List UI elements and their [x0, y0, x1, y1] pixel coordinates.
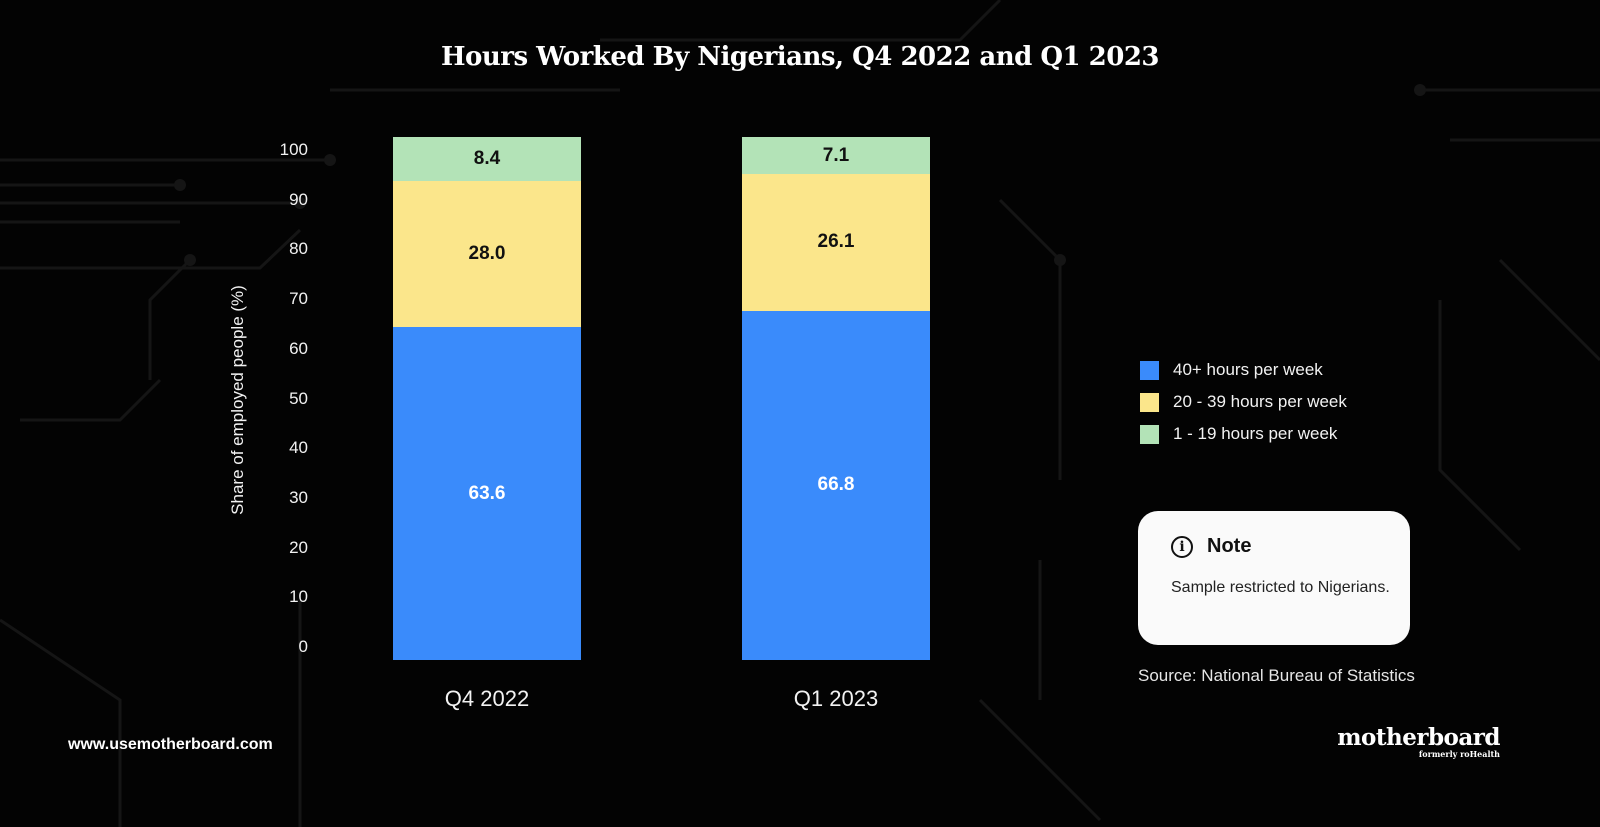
data-label: 26.1: [817, 231, 855, 253]
legend-item: 1 - 19 hours per week: [1140, 424, 1337, 444]
data-label: 7.1: [822, 144, 850, 166]
y-tick-label: 30: [289, 487, 308, 507]
logo-text: motherboard: [1337, 724, 1500, 751]
y-tick-label: 90: [289, 189, 308, 209]
y-tick-label: 40: [289, 438, 308, 458]
info-icon: i: [1171, 535, 1193, 558]
note-title: Note: [1207, 535, 1252, 557]
data-label: 66.8: [817, 474, 855, 496]
data-label: 8.4: [473, 147, 501, 169]
legend-item: 20 - 39 hours per week: [1140, 392, 1347, 412]
bar-segment: 28.0: [393, 180, 581, 328]
bar-segment: 66.8: [742, 310, 930, 660]
note-card: i Note Sample restricted to Nigerians.: [1138, 511, 1410, 645]
legend-swatch: [1140, 360, 1159, 380]
motherboard-logo: motherboard formerly roHealth: [1337, 724, 1500, 759]
bar-segment: 26.1: [742, 174, 930, 311]
data-label: 28.0: [468, 243, 506, 265]
note-body: Sample restricted to Nigerians.: [1171, 579, 1390, 596]
website-url: www.usemotherboard.com: [68, 736, 273, 753]
bar-segment: 8.4: [393, 137, 581, 181]
y-tick-label: 60: [289, 338, 308, 358]
legend-swatch: [1140, 424, 1159, 444]
x-tick-label: Q1 2023: [793, 686, 879, 711]
bar-segment: 7.1: [742, 137, 930, 175]
legend-label: 20 - 39 hours per week: [1173, 392, 1347, 411]
legend-label: 1 - 19 hours per week: [1173, 424, 1338, 443]
legend-item: 40+ hours per week: [1140, 360, 1323, 380]
chart-title: Hours Worked By Nigerians, Q4 2022 and Q…: [440, 42, 1160, 72]
source-text: Source: National Bureau of Statistics: [1138, 666, 1415, 685]
legend-label: 40+ hours per week: [1173, 360, 1323, 379]
y-tick-label: 10: [289, 587, 308, 607]
y-tick-label: 100: [279, 140, 308, 159]
y-axis-label: Share of employed people (%): [228, 285, 247, 515]
logo-subtext: formerly roHealth: [1418, 749, 1500, 759]
y-tick-label: 70: [289, 289, 308, 309]
x-tick-label: Q4 2022: [444, 686, 530, 711]
data-label: 63.6: [468, 482, 506, 504]
y-tick-label: 80: [289, 239, 308, 259]
y-tick-label: 0: [298, 637, 308, 656]
y-tick-label: 50: [289, 388, 308, 408]
y-tick-label: 20: [289, 537, 308, 557]
legend-swatch: [1140, 392, 1159, 412]
bar-segment: 63.6: [393, 327, 581, 660]
